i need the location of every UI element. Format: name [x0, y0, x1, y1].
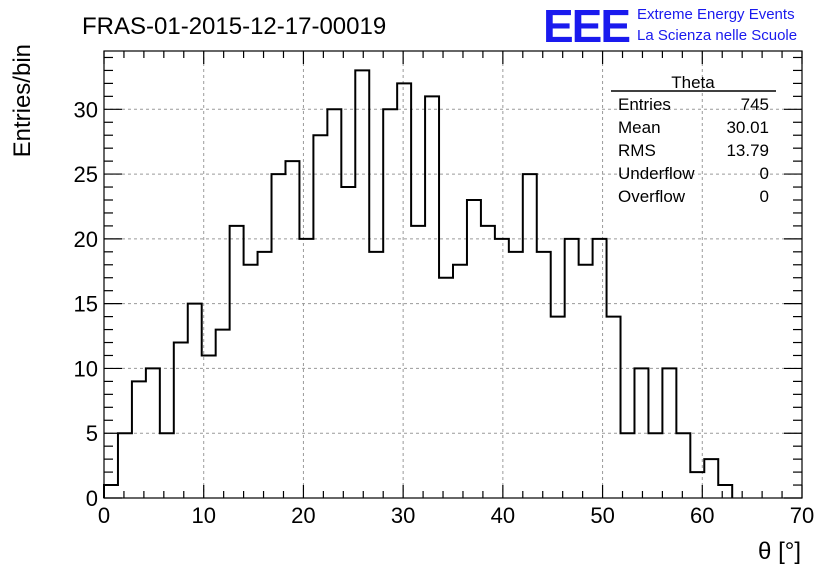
x-tick-label: 30 [391, 503, 415, 528]
histogram-bin [676, 433, 690, 498]
histogram-bin [327, 109, 341, 498]
histogram-bin [299, 239, 313, 498]
histogram-bin [216, 330, 230, 498]
y-tick-label: 25 [74, 162, 98, 187]
histogram-bin [188, 304, 202, 498]
histogram-bin [313, 135, 327, 498]
histogram-bin [383, 109, 397, 498]
y-axis-label: Entries/bin [9, 44, 36, 157]
y-tick-label: 20 [74, 227, 98, 252]
histogram-bin [593, 239, 607, 498]
stats-box: Theta Entries 745 Mean 30.01 RMS 13.79 Underfl… [611, 73, 776, 206]
stats-row-label: RMS [618, 141, 656, 160]
x-tick-label: 40 [491, 503, 515, 528]
stats-row-label: Mean [618, 118, 661, 137]
histogram-bin [118, 433, 132, 498]
axes: 0 10 20 30 40 50 60 70 0 5 10 15 20 25 30 [74, 50, 814, 528]
x-tick-label: 0 [98, 503, 110, 528]
eee-logo-mark: EEE [543, 0, 629, 52]
stats-row-value: 13.79 [726, 141, 769, 160]
stats-row-label: Entries [618, 95, 671, 114]
histogram-bin [523, 174, 537, 498]
histogram-bin [467, 200, 481, 498]
stats-row-label: Overflow [618, 187, 686, 206]
histogram-bin [160, 433, 174, 498]
stats-row-label: Underflow [618, 164, 695, 183]
histogram-bin [634, 368, 648, 498]
histogram-bin [453, 265, 467, 498]
histogram-bin [425, 96, 439, 498]
eee-logo: EEE Extreme Energy Events La Scienza nel… [543, 0, 797, 52]
chart-title: FRAS-01-2015-12-17-00019 [82, 13, 386, 40]
stats-row-value: 0 [760, 187, 769, 206]
plot-frame [103, 50, 803, 499]
histogram-bin [397, 83, 411, 498]
histogram-series [103, 69, 734, 498]
histogram-bin [662, 368, 676, 498]
histogram-bin [648, 433, 662, 498]
x-tick-label: 50 [590, 503, 614, 528]
histogram-bin [146, 368, 160, 498]
histogram-bin [369, 252, 383, 498]
x-tick-label: 10 [191, 503, 215, 528]
histogram-bin [621, 433, 635, 498]
stats-rows: Entries 745 Mean 30.01 RMS 13.79 Underflow 0 Ove… [618, 95, 769, 206]
histogram-bin [551, 317, 565, 498]
histogram-bin [258, 252, 272, 498]
histogram-bin [341, 187, 355, 498]
histogram-bin [537, 252, 551, 498]
histogram-bin [230, 226, 244, 498]
x-tick-label: 60 [690, 503, 714, 528]
eee-logo-line1: Extreme Energy Events [637, 6, 795, 23]
eee-logo-line2: La Scienza nelle Scuole [637, 27, 797, 44]
grid [104, 51, 802, 498]
x-axis-label: θ [°] [758, 538, 801, 565]
y-tick-label: 5 [86, 421, 98, 446]
y-tick-label: 0 [86, 486, 98, 511]
y-tick-label: 10 [74, 356, 98, 381]
y-tick-label: 30 [74, 97, 98, 122]
histogram-bin [104, 485, 118, 498]
histogram-bin [704, 459, 718, 498]
histogram-bin [439, 278, 453, 498]
stats-row-value: 745 [741, 95, 769, 114]
y-tick-label: 15 [74, 292, 98, 317]
histogram-bin [718, 485, 732, 498]
histogram-bin [272, 174, 286, 498]
stats-row-value: 30.01 [726, 118, 769, 137]
x-tick-label: 20 [291, 503, 315, 528]
histogram-bin [565, 239, 579, 498]
histogram-bin [355, 70, 369, 498]
histogram-bin [202, 355, 216, 498]
histogram-bin [509, 252, 523, 498]
stats-row-value: 0 [760, 164, 769, 183]
histogram-bin [579, 265, 593, 498]
histogram-bin [285, 161, 299, 498]
histogram-bin [481, 226, 495, 498]
histogram-bin [132, 381, 146, 498]
histogram-bin [495, 239, 509, 498]
histogram-bin [244, 265, 258, 498]
histogram-outline [103, 69, 734, 498]
x-tick-label: 70 [790, 503, 814, 528]
histogram-bin [607, 317, 621, 498]
histogram-bin [411, 226, 425, 498]
stats-box-title: Theta [671, 73, 715, 92]
histogram-bin [174, 343, 188, 498]
